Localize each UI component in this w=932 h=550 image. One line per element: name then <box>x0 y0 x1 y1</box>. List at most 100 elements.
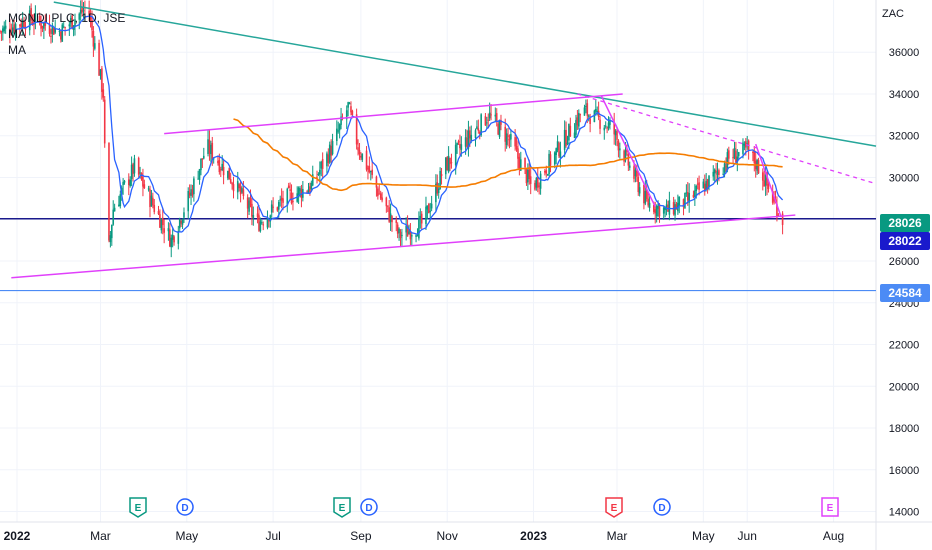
candle-body <box>161 217 164 226</box>
candle-body <box>558 143 560 157</box>
candle-body <box>668 200 671 215</box>
ma-legend-1[interactable]: MA <box>8 27 26 41</box>
candle-body <box>133 158 136 174</box>
event-marker-e-icon[interactable]: E <box>333 497 351 518</box>
candle-body <box>142 176 144 187</box>
event-marker-e-icon[interactable]: E <box>821 497 839 517</box>
y-tick-label: 22000 <box>889 340 920 352</box>
candle-body <box>645 189 648 199</box>
candle-body <box>129 179 131 186</box>
x-tick-label: 2023 <box>520 529 547 543</box>
earnings-shape <box>605 497 623 518</box>
candle-body <box>180 220 182 224</box>
candle-body <box>328 144 331 163</box>
candle-body <box>118 204 120 207</box>
candle-body <box>109 235 112 243</box>
candle-body <box>299 188 301 191</box>
y-tick-label: 16000 <box>889 465 920 477</box>
candle-body <box>381 197 383 201</box>
candle-body <box>604 125 607 127</box>
candle-body <box>177 231 180 244</box>
candle-body <box>401 234 403 237</box>
event-label: E <box>339 503 346 514</box>
candle-body <box>490 114 492 116</box>
candle-body <box>579 114 582 116</box>
candle-body <box>351 110 354 116</box>
candle-body <box>272 206 274 208</box>
candle-body <box>330 145 332 156</box>
candle-body <box>487 119 490 121</box>
candle-body <box>347 102 349 108</box>
x-tick-label: May <box>692 529 715 543</box>
candle-body <box>694 190 696 197</box>
candle-body <box>34 13 37 23</box>
candle-body <box>311 174 314 186</box>
lower-wedge-line <box>11 214 796 279</box>
candle-body <box>386 205 389 207</box>
candle-body <box>68 24 71 27</box>
candle-body <box>44 20 47 26</box>
candle-body <box>692 194 695 198</box>
candle-body <box>446 157 448 171</box>
candle-body <box>636 170 638 177</box>
candle-body <box>437 188 440 194</box>
candle-body <box>74 19 76 27</box>
candle-body <box>287 185 290 189</box>
event-marker-d-icon[interactable]: D <box>360 498 378 516</box>
candle-body <box>170 237 173 248</box>
candle-body <box>187 191 190 212</box>
candle-body <box>127 179 130 186</box>
candle-body <box>469 130 471 139</box>
candle-body <box>119 194 122 207</box>
candle-body <box>529 176 532 184</box>
event-marker-e-icon[interactable]: E <box>129 497 147 518</box>
dividend-circle <box>176 498 194 516</box>
candle-body <box>525 169 528 184</box>
candle-body <box>377 188 379 197</box>
event-marker-d-icon[interactable]: D <box>176 498 194 516</box>
candle-body <box>609 120 611 125</box>
candle-body <box>396 224 399 234</box>
candle-body <box>655 205 658 217</box>
candle-body <box>0 31 3 33</box>
candle-body <box>409 231 412 240</box>
candle-body <box>3 26 6 32</box>
candle-body <box>108 143 110 241</box>
candle-body <box>191 189 194 196</box>
candle-body <box>732 157 734 159</box>
candle-body <box>752 151 754 153</box>
candle-body <box>112 209 115 225</box>
candle-body <box>379 193 382 199</box>
event-marker-e-icon[interactable]: E <box>605 497 623 518</box>
candle-body <box>773 199 775 201</box>
candle-body <box>746 143 749 146</box>
candle-body <box>54 28 56 33</box>
candle-body <box>167 228 170 232</box>
candle-body <box>565 130 567 146</box>
candle-body <box>160 218 163 231</box>
candle-body <box>345 110 348 120</box>
candle-body <box>338 124 341 131</box>
candle-body <box>500 120 502 125</box>
candle-body <box>725 165 727 168</box>
candle-body <box>331 141 334 155</box>
candle-body <box>459 143 461 149</box>
candle-body <box>52 27 55 35</box>
candle-body <box>508 139 511 141</box>
candle-body <box>449 157 451 165</box>
earnings-shape <box>333 497 351 518</box>
event-marker-d-icon[interactable]: D <box>653 498 671 516</box>
candle-body <box>662 207 665 214</box>
candle-body <box>395 220 398 223</box>
candle-body <box>317 173 320 175</box>
candle-body <box>208 139 211 154</box>
ma-legend-2[interactable]: MA <box>8 43 26 57</box>
candle-body <box>722 173 724 175</box>
candle-body <box>623 150 625 162</box>
candle-body <box>713 169 716 174</box>
candle-body <box>484 116 487 126</box>
candle-body <box>573 132 576 139</box>
candle-body <box>454 144 457 166</box>
